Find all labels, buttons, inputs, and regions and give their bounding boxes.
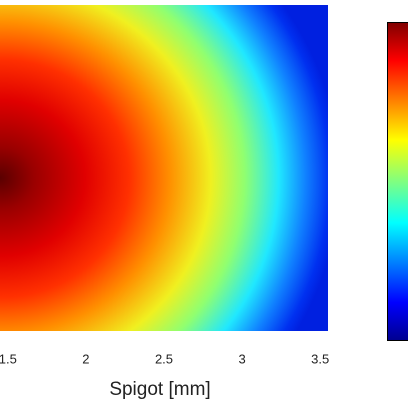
x-tick-label: 3.5 — [311, 351, 329, 366]
x-axis-label: Spigot [mm] — [109, 379, 210, 400]
x-tick-label: 1.5 — [0, 351, 17, 366]
heatmap-field — [0, 5, 328, 331]
x-axis: 1.5 2 2.5 3 3.5 — [0, 351, 329, 366]
x-tick-label: 2 — [82, 351, 89, 366]
x-tick-label: 3 — [238, 351, 245, 366]
x-tick-label: 2.5 — [155, 351, 173, 366]
colorbar — [387, 22, 408, 341]
